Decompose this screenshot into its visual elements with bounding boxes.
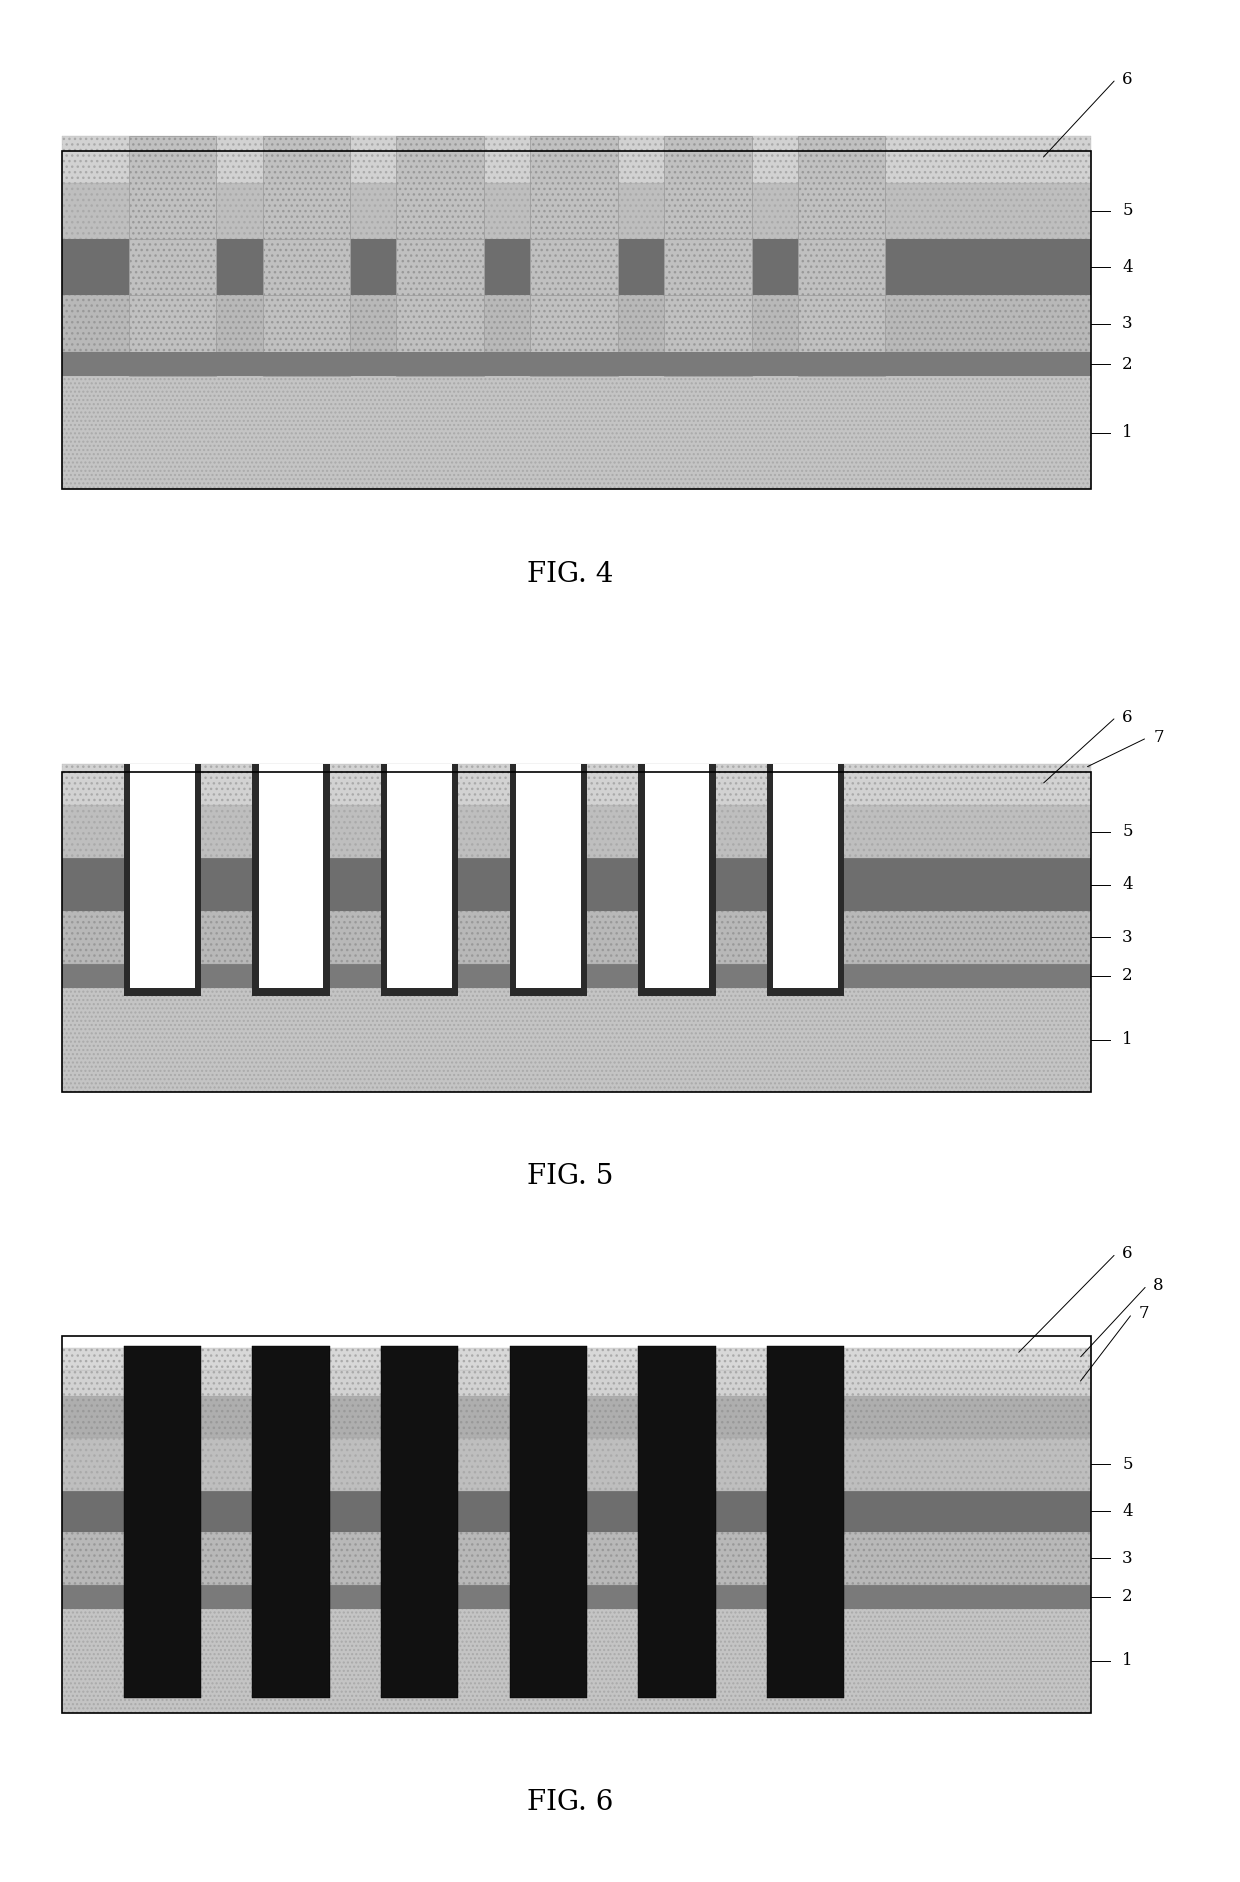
Bar	[62, 1348, 1091, 1370]
Text: 7: 7	[1138, 1304, 1149, 1323]
Bar	[639, 988, 715, 996]
Bar	[639, 1346, 715, 1698]
Text: 1: 1	[1122, 423, 1133, 442]
Bar	[768, 1346, 844, 1698]
Bar	[130, 764, 195, 988]
Bar	[253, 764, 259, 996]
Bar	[62, 352, 1091, 376]
Text: 4: 4	[1122, 258, 1133, 277]
Text: 5: 5	[1122, 1455, 1132, 1474]
Text: 4: 4	[1122, 875, 1133, 894]
Bar	[510, 1346, 587, 1698]
Bar	[62, 151, 1091, 489]
Text: FIG. 5: FIG. 5	[527, 1163, 614, 1189]
Bar	[62, 1370, 1091, 1396]
Bar	[709, 764, 715, 996]
Bar	[397, 136, 484, 376]
Bar	[62, 964, 1091, 988]
Bar	[124, 764, 130, 996]
Text: 3: 3	[1122, 1549, 1133, 1568]
Bar	[62, 764, 1091, 805]
Bar	[62, 772, 1091, 1092]
Text: 7: 7	[1153, 728, 1164, 747]
Bar	[510, 764, 516, 996]
Bar	[774, 764, 838, 988]
Bar	[62, 376, 1091, 489]
Bar	[62, 1609, 1091, 1713]
Bar	[797, 239, 885, 295]
Bar	[531, 136, 618, 376]
Text: 2: 2	[1122, 967, 1133, 984]
Bar	[253, 988, 330, 996]
Bar	[62, 239, 1091, 295]
Bar	[253, 1346, 330, 1698]
Bar	[645, 764, 709, 988]
Text: 5: 5	[1122, 201, 1132, 220]
Bar	[397, 239, 484, 295]
Bar	[62, 1396, 1091, 1438]
Text: 2: 2	[1122, 1588, 1133, 1605]
Bar	[62, 858, 1091, 911]
Bar	[665, 239, 751, 295]
Bar	[838, 764, 844, 996]
Bar	[768, 764, 774, 996]
Text: 1: 1	[1122, 1652, 1133, 1669]
Bar	[62, 988, 1091, 1092]
Bar	[62, 1491, 1091, 1532]
Text: 8: 8	[1153, 1276, 1164, 1295]
Bar	[62, 136, 1091, 183]
Text: 2: 2	[1122, 356, 1133, 373]
Bar	[62, 295, 1091, 352]
Bar	[129, 239, 216, 295]
Text: 6: 6	[1122, 1244, 1132, 1263]
Bar	[381, 764, 387, 996]
Bar	[62, 352, 1091, 376]
Bar	[665, 136, 751, 376]
Bar	[263, 239, 350, 295]
Bar	[62, 805, 1091, 858]
Bar	[62, 1336, 1091, 1713]
Bar	[124, 1346, 201, 1698]
Bar	[797, 136, 885, 376]
Bar	[263, 136, 350, 376]
Text: 6: 6	[1122, 708, 1132, 726]
Bar	[62, 239, 1091, 295]
Text: 5: 5	[1122, 822, 1132, 841]
Text: FIG. 6: FIG. 6	[527, 1790, 614, 1816]
Bar	[381, 988, 459, 996]
Bar	[62, 911, 1091, 964]
Text: 3: 3	[1122, 928, 1133, 947]
Bar	[510, 988, 587, 996]
Bar	[387, 764, 453, 988]
Bar	[62, 183, 1091, 239]
Bar	[324, 764, 330, 996]
Bar	[259, 764, 324, 988]
Text: 6: 6	[1122, 70, 1132, 88]
Bar	[62, 1585, 1091, 1609]
Text: 1: 1	[1122, 1031, 1133, 1048]
Bar	[381, 1346, 459, 1698]
Bar	[639, 764, 645, 996]
Bar	[580, 764, 587, 996]
Bar	[129, 136, 216, 376]
Bar	[453, 764, 459, 996]
Bar	[516, 764, 580, 988]
Text: 3: 3	[1122, 314, 1133, 333]
Text: FIG. 4: FIG. 4	[527, 561, 614, 587]
Bar	[531, 239, 618, 295]
Bar	[195, 764, 201, 996]
Text: 4: 4	[1122, 1502, 1133, 1521]
Bar	[62, 1438, 1091, 1491]
Bar	[768, 988, 844, 996]
Bar	[124, 988, 201, 996]
Bar	[62, 1532, 1091, 1585]
